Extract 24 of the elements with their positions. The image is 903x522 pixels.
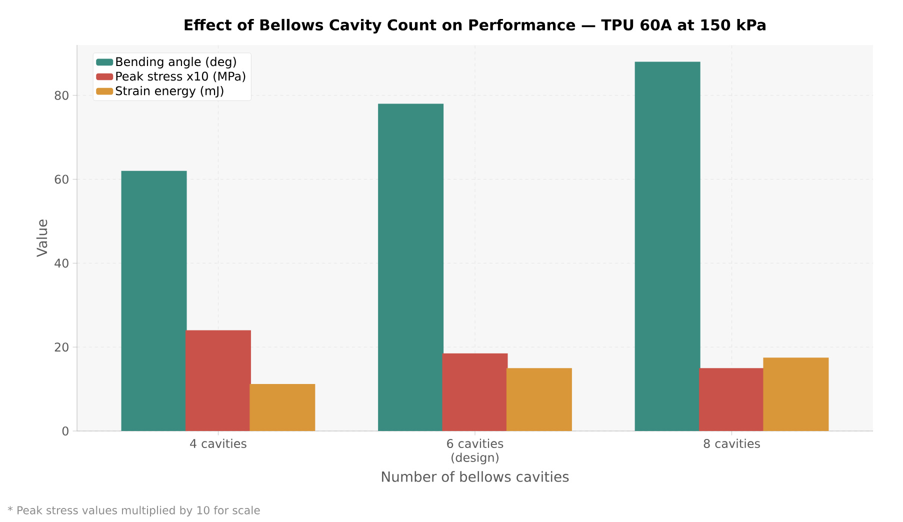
y-tick-label: 20	[54, 342, 68, 352]
y-tick-label: 40	[54, 258, 68, 268]
x-tick-label: 6 cavities (design)	[447, 438, 504, 464]
legend-label: Peak stress x10 (MPa)	[116, 71, 246, 82]
bar	[378, 104, 444, 431]
bar	[634, 62, 700, 431]
y-axis-title: Value	[36, 220, 48, 258]
bar	[121, 170, 187, 431]
legend-label: Bending angle (deg)	[116, 56, 236, 68]
text: * Peak stress values multiplied by 10 for scale	[8, 506, 260, 516]
bar	[699, 368, 765, 431]
x-tick-label: 4 cavities	[190, 438, 246, 448]
y-tick-label: 80	[54, 90, 68, 100]
bar	[250, 384, 316, 431]
y-tick-label: 60	[54, 174, 68, 184]
bar	[442, 353, 508, 431]
y-tick-label: 0	[62, 426, 68, 436]
bar	[506, 368, 572, 431]
chart-title: Effect of Bellows Cavity Count on Performance — TPU 60A at 150 kPa	[184, 18, 766, 34]
bar	[185, 330, 251, 431]
x-axis-title: Number of bellows cavities	[382, 471, 569, 482]
bar	[763, 358, 829, 431]
legend-label: Strain energy (mJ)	[116, 86, 224, 98]
x-tick-label: 8 cavities	[704, 438, 760, 448]
